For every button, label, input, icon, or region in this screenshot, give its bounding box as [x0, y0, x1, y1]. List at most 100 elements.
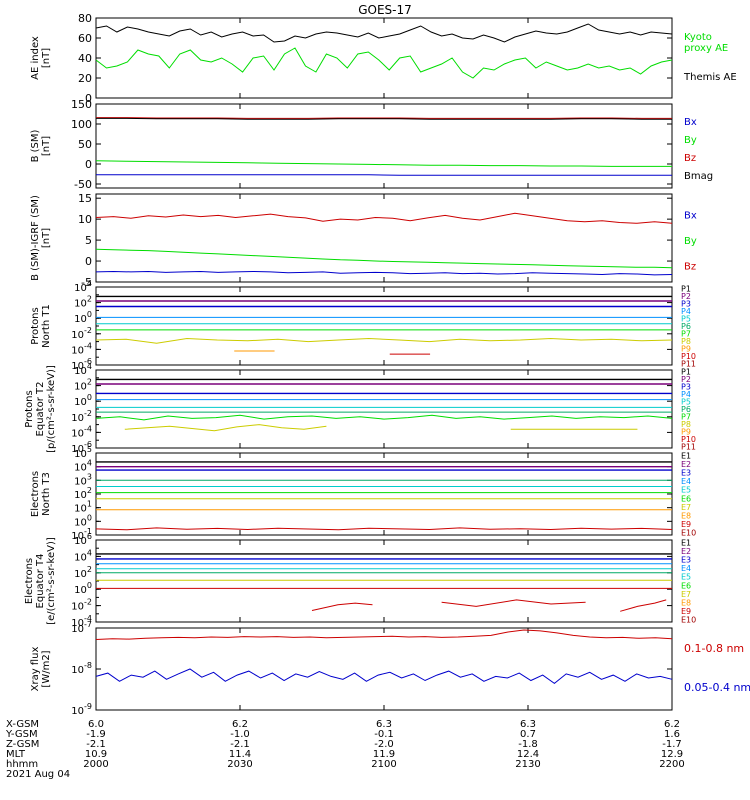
legend-label: E6 — [681, 581, 691, 590]
series-line-P7 — [95, 337, 673, 344]
legend-label: E1 — [681, 451, 691, 460]
y-tick-label: 10-4 — [71, 424, 92, 439]
legend-label: 0.1-0.8 nm — [684, 642, 744, 655]
legend-label: Bz — [684, 261, 696, 272]
series-line-Bz — [96, 117, 672, 119]
series-line-By — [95, 160, 672, 167]
x-tick-label: 2130 — [515, 759, 540, 770]
legend-label: P10 — [681, 435, 696, 444]
legend-label: P9 — [681, 344, 691, 353]
legend-label: P10 — [681, 352, 696, 361]
y-tick-label: 10-2 — [71, 598, 92, 613]
y-tick-label: 102 — [74, 295, 92, 310]
series-line-proxy-AE — [95, 47, 673, 79]
y-tick-label: 103 — [74, 472, 92, 487]
y-tick-label: 15 — [78, 192, 92, 205]
legend-label: P4 — [681, 307, 691, 316]
legend-label: E1 — [681, 538, 691, 547]
series-line-Bmag — [96, 117, 672, 120]
y-tick-label: 10-7 — [71, 620, 92, 635]
legend-label: E10 — [681, 529, 696, 538]
legend-label: P7 — [681, 412, 691, 421]
y-axis-label: ElectronsEquator T4[e/(cm²-s-sr-keV)] — [24, 537, 57, 625]
x-tick-label: 1.6 — [664, 729, 680, 740]
legend-label: Bx — [684, 117, 697, 128]
x-row-label: MLT — [6, 749, 26, 760]
legend-label: E10 — [681, 616, 696, 625]
legend-label: E3 — [681, 556, 691, 565]
x-tick-label: -2.0 — [374, 739, 394, 750]
legend-label: proxy AE — [684, 43, 728, 54]
legend-label: P5 — [681, 398, 691, 407]
y-tick-label: 60 — [78, 32, 92, 45]
series-line-Kyoto — [95, 23, 673, 43]
y-tick-label: 5 — [85, 234, 92, 247]
y-tick-label: 10-4 — [71, 341, 92, 356]
panel-frame — [95, 539, 673, 623]
y-tick-label: 10-8 — [71, 661, 92, 676]
legend-label: P2 — [681, 375, 691, 384]
y-axis-label: ElectronsNorth T3 — [30, 471, 52, 517]
x-tick-label: 11.4 — [229, 749, 251, 760]
x-row-label: hhmm — [6, 759, 38, 770]
legend-label: P11 — [681, 359, 696, 368]
x-tick-label: -0.1 — [374, 729, 394, 740]
x-tick-label: 6.3 — [520, 719, 536, 730]
legend-label: P11 — [681, 442, 696, 451]
y-tick-label: 150 — [71, 98, 92, 111]
legend-label: P7 — [681, 329, 691, 338]
y-tick-label: 104 — [74, 362, 92, 377]
legend-label: Kyoto — [684, 32, 712, 43]
legend-label: E7 — [681, 503, 691, 512]
legend-label: P4 — [681, 390, 691, 399]
y-tick-label: 100 — [74, 393, 92, 408]
y-tick-label: 0 — [85, 92, 92, 105]
panel-xray: 10-7 10-8 10-9 Xray flux[W/m2] 0.1-0.8 nm 0.0… — [30, 620, 750, 717]
x-tick-label: -2.1 — [86, 739, 106, 750]
x-tick-label: -2.1 — [230, 739, 250, 750]
legend-label: Bz — [684, 153, 696, 164]
y-axis-label: Xray flux[W/m2] — [30, 647, 52, 692]
x-tick-label: 10.9 — [85, 749, 107, 760]
y-axis-label: B (SM)[nT] — [30, 129, 52, 162]
legend-label: E9 — [681, 520, 691, 529]
y-tick-label: 10-2 — [71, 326, 92, 341]
legend-label: P1 — [681, 368, 691, 377]
legend-label: E8 — [681, 599, 691, 608]
legend-label: By — [684, 236, 697, 247]
y-tick-label: 50 — [78, 138, 92, 151]
x-tick-label: 11.9 — [373, 749, 395, 760]
y-axis-label: ProtonsEquator T2[p/(cm²-s-sr-keV)] — [24, 365, 57, 453]
legend-label: E5 — [681, 486, 691, 495]
x-row-label: Y-GSM — [5, 729, 38, 740]
series-segment — [441, 599, 586, 607]
x-tick-label: 2030 — [227, 759, 252, 770]
series-segment — [311, 602, 373, 611]
y-axis-label: AE index[nT] — [30, 36, 52, 80]
y-tick-label: 101 — [74, 500, 92, 515]
legend-label: P1 — [681, 285, 691, 294]
legend-label: E7 — [681, 590, 691, 599]
legend-label: E6 — [681, 494, 691, 503]
y-axis-label: B (SM)-IGRF (SM)[nT] — [30, 195, 52, 281]
x-tick-label: -1.8 — [518, 739, 538, 750]
x-tick-label: -1.0 — [230, 729, 250, 740]
y-tick-label: 104 — [74, 548, 92, 563]
series-segment — [620, 599, 667, 612]
series-line-Bz — [95, 212, 673, 224]
legend-label: E9 — [681, 607, 691, 616]
y-axis-label: ProtonsNorth T1 — [30, 304, 52, 348]
y-tick-label: 0 — [85, 158, 92, 171]
x-tick-label: 2000 — [83, 759, 108, 770]
series-line-E9 — [95, 527, 673, 531]
date-label: 2021 Aug 04 — [6, 769, 70, 780]
x-tick-label: 6.2 — [232, 719, 248, 730]
panel-bigrf: -5 0 5 10 15 B (SM)-IGRF (SM)[nT] Bx By Bz — [30, 192, 697, 289]
legend-label: P5 — [681, 315, 691, 324]
y-tick-label: 10-6 — [71, 357, 92, 372]
panel-frame — [95, 286, 673, 366]
